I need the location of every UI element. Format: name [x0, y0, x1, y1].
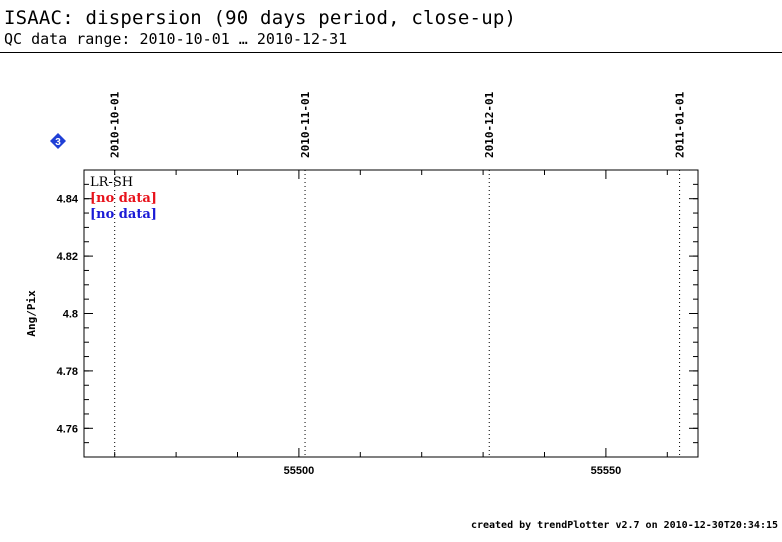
y-tick-label: 4.82	[57, 251, 78, 263]
page-title: ISAAC: dispersion (90 days period, close…	[4, 7, 517, 29]
date-grid: 2010-10-01 2010-11-01 2010-12-01 2011-01-01	[109, 91, 687, 457]
legend: LR-SH[no data][no data]	[90, 175, 157, 222]
footer-credit: created by trendPlotter v2.7 on 2010-12-…	[470, 520, 778, 531]
date-marker-label: 2010-11-01	[299, 91, 312, 158]
badge-number: 3	[55, 137, 61, 148]
date-marker-label: 2010-12-01	[483, 91, 496, 158]
legend-entry: [no data]	[90, 191, 157, 206]
date-marker-label: 2011-01-01	[674, 91, 687, 158]
page-subtitle: QC data range: 2010-10-01 … 2010-12-31	[4, 30, 348, 48]
legend-entry: LR-SH	[90, 175, 133, 190]
y-tick-label: 4.78	[57, 366, 78, 378]
plot-axes: 55500 55550 4.76 4.78 4.8 4.82 4.84	[57, 169, 699, 477]
title-divider	[0, 52, 782, 53]
y-axis-label-group: Ang/Pix	[25, 290, 38, 337]
legend-entry: [no data]	[90, 207, 157, 222]
badge-diamond-icon	[50, 133, 66, 149]
report-number-badge: 3	[50, 133, 66, 149]
y-axis-label: Ang/Pix	[25, 290, 38, 337]
y-tick-label: 4.84	[57, 194, 79, 206]
plot-frame	[83, 169, 699, 458]
x-tick-label: 55500	[284, 465, 315, 477]
date-marker-label: 2010-10-01	[109, 91, 122, 158]
y-tick-label: 4.8	[63, 309, 78, 321]
x-tick-label: 55550	[591, 465, 622, 477]
y-tick-label: 4.76	[57, 423, 78, 435]
